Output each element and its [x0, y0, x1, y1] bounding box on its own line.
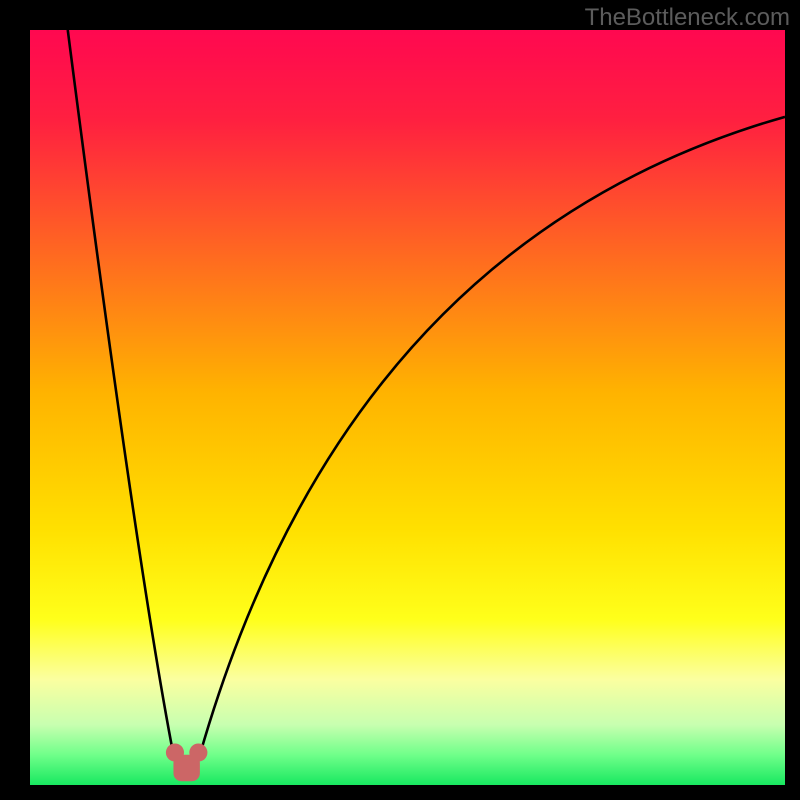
sweet-spot-dot-0: [166, 743, 184, 761]
chart-gradient-bg: [30, 30, 785, 785]
watermark-text: TheBottleneck.com: [585, 4, 790, 32]
chart-stage: TheBottleneck.com: [0, 0, 800, 800]
sweet-spot-dot-1: [189, 743, 207, 761]
bottleneck-chart: [0, 0, 800, 800]
